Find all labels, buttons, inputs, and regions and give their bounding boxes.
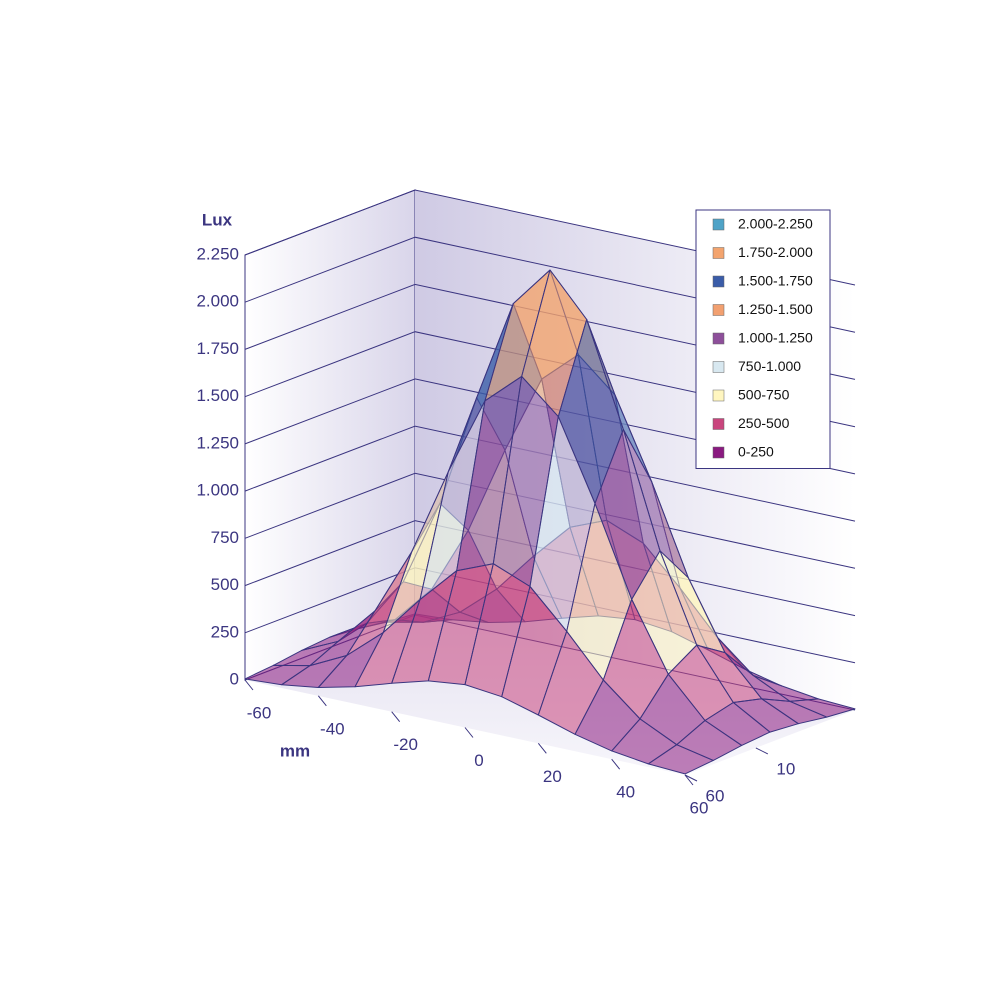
z-tick-label: 1.750 xyxy=(196,339,239,358)
grid-line xyxy=(244,472,856,569)
x-tick xyxy=(244,679,254,691)
z-tick-label: 750 xyxy=(211,528,239,547)
legend-label: 250-500 xyxy=(738,415,790,431)
x-tick-label: 60 xyxy=(690,798,709,817)
grid-line xyxy=(244,520,856,617)
z-tick-label: 500 xyxy=(211,575,239,594)
legend-label: 0-250 xyxy=(738,444,774,460)
y-tick-label: 60 xyxy=(706,786,725,805)
x-tick-label: -20 xyxy=(393,735,418,754)
x-tick xyxy=(317,695,327,707)
legend-label: 1.750-2.000 xyxy=(738,244,813,260)
x-tick xyxy=(684,774,694,786)
x-tick-label: 40 xyxy=(616,783,635,802)
z-axis-label: Lux xyxy=(202,210,233,229)
legend-label: 2.000-2.250 xyxy=(738,216,813,232)
legend-swatch xyxy=(712,247,725,259)
legend-swatch xyxy=(712,304,725,316)
x-axis-label: mm xyxy=(280,741,310,760)
z-tick-label: 1.500 xyxy=(196,386,239,405)
y-tick xyxy=(755,747,769,755)
x-tick xyxy=(537,743,547,754)
grid-line xyxy=(244,425,856,522)
legend-swatch xyxy=(712,389,725,402)
y-tick-label: 10 xyxy=(776,759,795,778)
z-tick-label: 250 xyxy=(211,622,239,641)
legend-swatch xyxy=(712,218,725,231)
z-tick-label: 0 xyxy=(230,669,239,688)
z-tick-label: 2.000 xyxy=(196,292,239,311)
x-tick xyxy=(464,727,474,738)
x-tick-label: 20 xyxy=(543,767,562,786)
x-tick xyxy=(391,711,401,722)
legend-label: 750-1.000 xyxy=(738,358,801,374)
surface-cell xyxy=(647,744,714,775)
x-tick-label: -60 xyxy=(247,703,272,722)
x-tick-label: -40 xyxy=(320,719,345,738)
y-tick xyxy=(684,774,698,782)
x-tick xyxy=(611,758,621,770)
legend-label: 500-750 xyxy=(738,387,790,403)
legend-label: 1.250-1.500 xyxy=(738,301,813,317)
legend-swatch xyxy=(712,446,725,459)
legend-label: 1.500-1.750 xyxy=(738,273,813,289)
legend-swatch xyxy=(712,275,725,288)
legend-swatch xyxy=(712,332,725,345)
legend-swatch xyxy=(712,361,725,373)
legend-swatch xyxy=(712,418,725,430)
z-tick-label: 1.000 xyxy=(196,481,239,500)
z-tick-label: 1.250 xyxy=(196,433,239,452)
z-tick-label: 2.250 xyxy=(196,244,239,263)
x-tick-label: 0 xyxy=(474,751,483,770)
legend-label: 1.000-1.250 xyxy=(738,330,813,346)
